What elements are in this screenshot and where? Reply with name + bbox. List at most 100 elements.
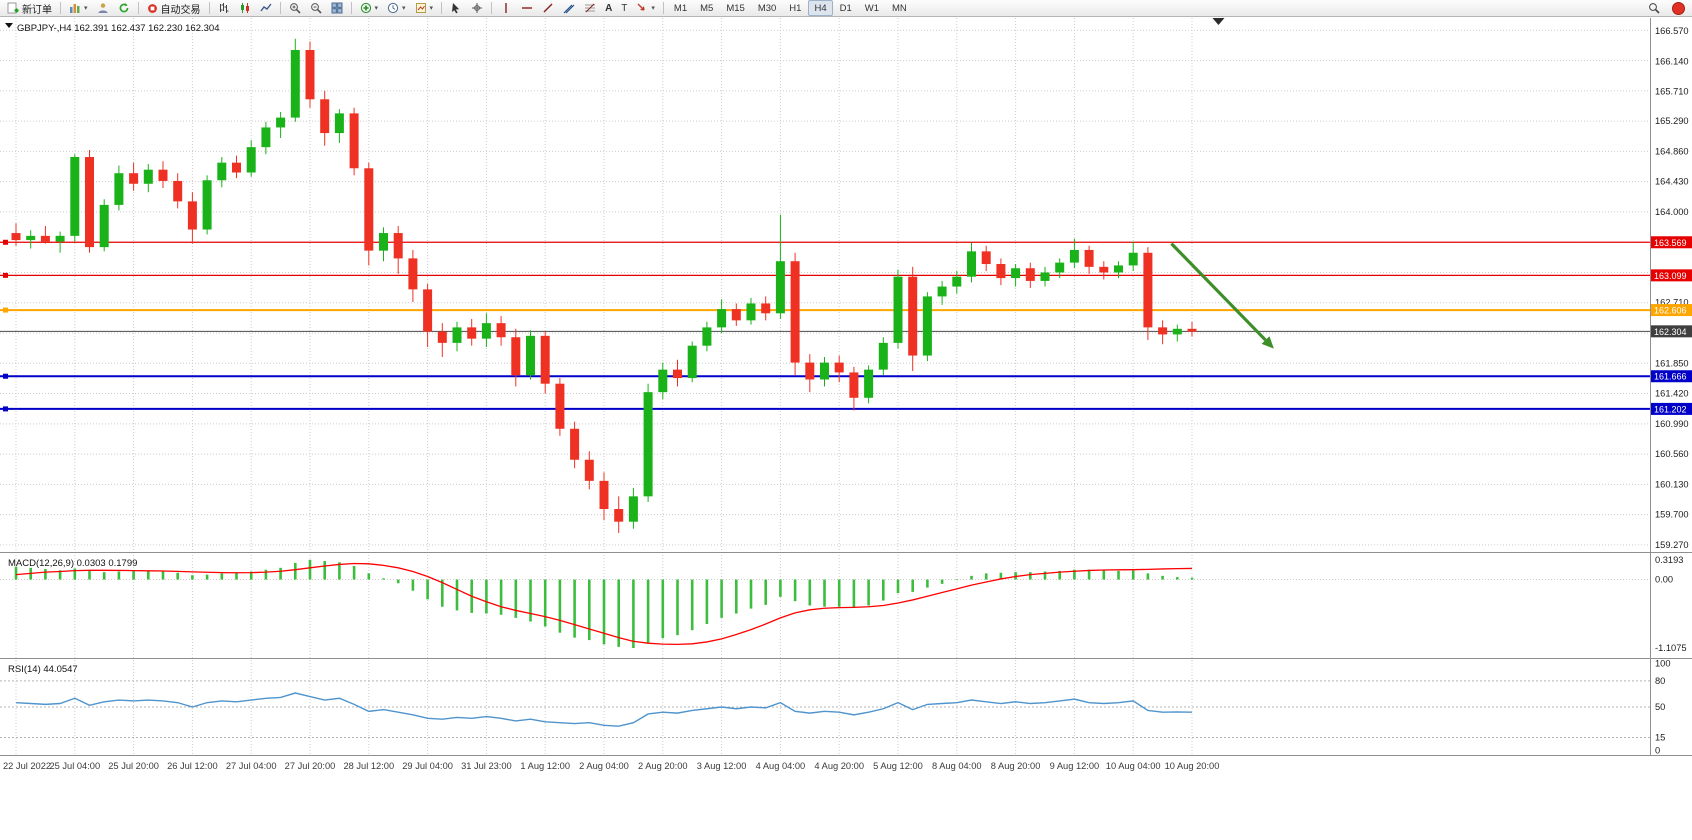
- zoom-in-icon: [289, 2, 301, 14]
- text-tool-icon: A: [605, 2, 613, 14]
- macd-signal-line: [15, 562, 1193, 646]
- zoom-out-button[interactable]: [306, 0, 326, 17]
- price-tag-label: 163.099: [1654, 271, 1687, 281]
- candle: [893, 276, 903, 343]
- candle: [99, 204, 109, 248]
- timeframe-m5-button[interactable]: M5: [700, 2, 714, 14]
- bar-chart-type-button[interactable]: [214, 0, 234, 17]
- crosshair-button[interactable]: [467, 0, 487, 17]
- new-order-button[interactable]: 新订单: [3, 0, 56, 17]
- timeframe-h1-button[interactable]: H1: [789, 2, 802, 14]
- line-anchor-handle[interactable]: [3, 307, 8, 313]
- search-button[interactable]: [1644, 0, 1664, 17]
- candle: [496, 323, 506, 338]
- candle: [673, 369, 682, 379]
- line-chart-type-button[interactable]: [256, 0, 276, 17]
- timeframe-m1-button[interactable]: M1: [673, 2, 688, 14]
- candle: [26, 235, 36, 241]
- symbol-dropdown-icon[interactable]: [5, 23, 13, 28]
- cursor-button[interactable]: [446, 0, 466, 17]
- line-anchor-handle[interactable]: [3, 373, 8, 379]
- macd-axis-label: 0.3193: [1655, 555, 1683, 565]
- timeframe-mn-button[interactable]: MN: [892, 2, 907, 14]
- candle: [967, 251, 976, 277]
- candle: [1025, 268, 1035, 281]
- profiles-button[interactable]: [93, 0, 113, 17]
- candle: [143, 169, 153, 184]
- rsi-line: [15, 692, 1193, 727]
- text-button[interactable]: A: [601, 0, 616, 17]
- time-axis-label: 25 Jul 04:00: [49, 761, 100, 771]
- candle-chart-type-button[interactable]: [235, 0, 255, 17]
- chart-window: GBPJPY-,H4 162.391 162.437 162.230 162.3…: [0, 17, 1692, 840]
- price-tag: [1651, 402, 1692, 415]
- channel-button[interactable]: [559, 0, 579, 17]
- line-anchor-handle[interactable]: [3, 272, 8, 278]
- candle: [584, 459, 594, 481]
- candle: [1055, 262, 1065, 273]
- tile-windows-button[interactable]: [327, 0, 347, 17]
- price-tag: [1651, 370, 1692, 383]
- candle: [614, 509, 624, 522]
- time-axis-label: 8 Aug 04:00: [932, 761, 982, 771]
- time-axis-label: 1 Aug 12:00: [520, 761, 570, 771]
- candle: [746, 303, 756, 321]
- auto-trading-button[interactable]: 自动交易: [143, 0, 205, 17]
- line-anchor-handle[interactable]: [3, 239, 8, 245]
- arrows-tool-button[interactable]: ▾: [632, 0, 659, 17]
- symbol-ohlc-label: GBPJPY-,H4 162.391 162.437 162.230 162.3…: [17, 23, 219, 34]
- vertical-line-button[interactable]: [496, 0, 516, 17]
- channel-icon: [563, 2, 575, 14]
- candle: [349, 113, 359, 169]
- candle: [246, 147, 256, 173]
- candle: [481, 323, 491, 339]
- candle: [952, 276, 962, 287]
- chart-canvas[interactable]: GBPJPY-,H4 162.391 162.437 162.230 162.3…: [0, 17, 1692, 840]
- candle: [320, 99, 330, 134]
- price-axis-label: 160.130: [1655, 479, 1689, 489]
- candle: [290, 50, 300, 118]
- candle: [849, 372, 859, 398]
- charts-button[interactable]: ▾: [65, 0, 92, 17]
- candle: [834, 362, 844, 373]
- label-button[interactable]: T: [617, 0, 631, 17]
- new-order-icon: [7, 2, 19, 14]
- candle: [526, 335, 535, 376]
- cursor-arrow-icon: [450, 2, 462, 14]
- line-anchor-handle[interactable]: [3, 406, 8, 412]
- timeframe-m30-button[interactable]: M30: [757, 2, 777, 14]
- zoom-in-button[interactable]: [285, 0, 305, 17]
- timeframe-m15-button[interactable]: M15: [726, 2, 745, 14]
- horizontal-line-button[interactable]: [517, 0, 537, 17]
- refresh-button[interactable]: [114, 0, 134, 17]
- candle: [408, 258, 418, 290]
- notification-badge[interactable]: [1672, 1, 1685, 15]
- fibonacci-button[interactable]: [580, 0, 600, 17]
- refresh-icon: [118, 2, 130, 14]
- timeframe-d1-button[interactable]: D1: [839, 2, 852, 14]
- periods-button[interactable]: ▾: [383, 0, 410, 17]
- candle: [305, 50, 315, 100]
- indicators-button[interactable]: ▾: [356, 0, 383, 17]
- time-axis-label: 22 Jul 2022: [3, 761, 51, 771]
- price-axis-label: 164.000: [1655, 207, 1689, 217]
- candle: [423, 289, 433, 332]
- timeframe-w1-button[interactable]: W1: [864, 2, 880, 14]
- candle: [731, 309, 741, 321]
- templates-button[interactable]: ▾: [411, 0, 438, 17]
- trendline-button[interactable]: [538, 0, 558, 17]
- candle: [878, 342, 888, 370]
- new-order-label: 新订单: [22, 4, 52, 16]
- candle: [805, 362, 815, 380]
- trend-arrow-annotation[interactable]: [1170, 242, 1267, 342]
- candle: [1158, 327, 1168, 335]
- candle: [790, 261, 800, 363]
- price-axis-label: 159.270: [1655, 540, 1689, 550]
- rsi-axis-label: 15: [1655, 733, 1665, 743]
- candle: [643, 392, 653, 497]
- timeframe-h4-button[interactable]: H4: [808, 0, 833, 16]
- candle: [467, 327, 477, 339]
- chevron-down-icon: ▾: [84, 4, 88, 12]
- candle: [217, 162, 227, 181]
- label-tool-icon: T: [621, 2, 628, 14]
